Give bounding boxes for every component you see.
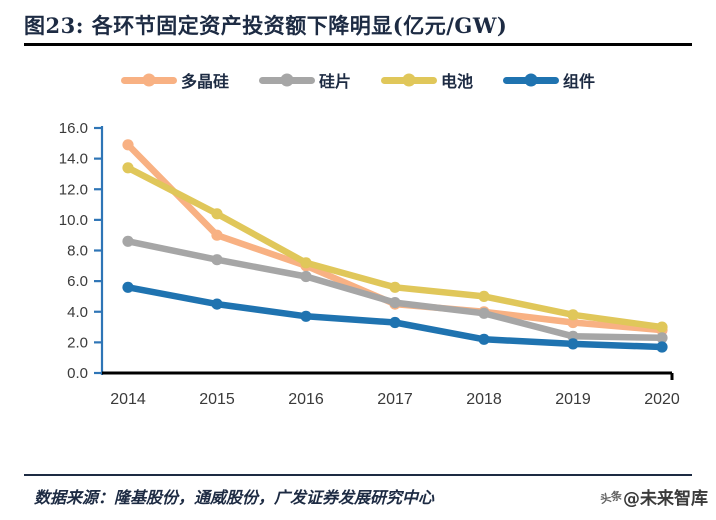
y-axis-tick-label: 8.0: [67, 243, 88, 260]
data-point-marker: [300, 257, 312, 269]
legend-swatch-polysilicon: [120, 73, 177, 87]
data-point-marker: [656, 341, 668, 353]
footer-divider: [24, 474, 692, 476]
legend-label-cell: 电池: [441, 72, 474, 91]
source-note: 数据来源：隆基股份，通威股份，广发证券发展研究中心: [34, 488, 435, 507]
legend-swatch-module: [503, 73, 560, 87]
y-axis-tick-label: 0.0: [67, 365, 88, 382]
legend-label-module: 组件: [563, 72, 596, 91]
data-point-marker: [122, 139, 134, 151]
data-point-marker: [567, 309, 579, 321]
data-point-marker: [656, 321, 668, 333]
data-point-marker: [211, 208, 223, 220]
chart-plot-area: 0.0 2.0 4.0 6.0 8.0 10.0 12.0 14.0 16.0 2014 2015…: [0, 100, 716, 420]
series-layer: [122, 139, 668, 353]
data-point-marker: [300, 310, 312, 322]
y-axis-tick-label: 10.0: [59, 212, 88, 229]
legend-item-module: 组件: [503, 68, 595, 92]
watermark: 头条 @未来智库: [598, 484, 708, 509]
title-divider: [24, 43, 692, 46]
data-point-marker: [389, 297, 401, 309]
line-chart: 0.0 2.0 4.0 6.0 8.0 10.0 12.0 14.0 16.0 2014 2015…: [59, 120, 680, 408]
data-point-marker: [122, 162, 134, 174]
data-point-marker: [656, 332, 668, 344]
legend-label-wafer: 硅片: [318, 72, 351, 91]
data-point-marker: [389, 316, 401, 329]
watermark-text: @未来智库: [623, 489, 708, 509]
page-title: 图23: 各环节固定资产投资额下降明显(亿元/GW): [24, 13, 508, 38]
legend-swatch-wafer: [258, 73, 315, 87]
data-point-marker: [567, 316, 579, 329]
watermark-mark: 头条: [598, 488, 624, 506]
x-axis: 2014 2015 2016 2017 2018 2019 2020: [102, 371, 680, 408]
x-axis-tick-label: 2016: [288, 391, 324, 408]
data-point-marker: [567, 338, 579, 350]
data-point-marker: [300, 270, 312, 283]
legend-item-polysilicon: 多晶硅: [120, 68, 229, 92]
series-硅片: [122, 235, 668, 344]
data-point-marker: [211, 229, 223, 241]
data-point-marker: [478, 333, 490, 345]
data-point-marker: [389, 281, 401, 293]
y-axis-tick-label: 14.0: [59, 151, 88, 168]
data-point-marker: [122, 281, 134, 293]
data-point-marker: [122, 235, 134, 247]
y-axis-tick-label: 2.0: [67, 334, 88, 351]
data-point-marker: [478, 290, 490, 302]
y-axis-tick-label: 12.0: [59, 181, 88, 198]
legend-label-polysilicon: 多晶硅: [180, 72, 229, 91]
x-axis-tick-label: 2020: [644, 391, 680, 408]
x-axis-tick-label: 2018: [466, 391, 502, 408]
chart-legend: 多晶硅 硅片 电池 组件: [0, 62, 716, 98]
legend-swatch-cell: [381, 73, 437, 87]
x-axis-tick-label: 2017: [377, 391, 413, 408]
y-axis-tick-label: 4.0: [67, 304, 88, 321]
legend-item-wafer: 硅片: [258, 68, 351, 92]
y-axis-tick-label: 16.0: [59, 120, 88, 137]
y-axis: 0.0 2.0 4.0 6.0 8.0 10.0 12.0 14.0 16.0: [59, 120, 104, 382]
figure-title-row: 图23: 各环节固定资产投资额下降明显(亿元/GW): [24, 8, 692, 42]
data-point-marker: [211, 254, 223, 266]
series-电池: [122, 162, 668, 333]
series-组件: [122, 281, 668, 353]
y-axis-tick-label: 6.0: [67, 273, 88, 290]
x-axis-tick-label: 2015: [199, 391, 235, 408]
data-point-marker: [478, 307, 490, 319]
x-axis-tick-label: 2019: [555, 391, 591, 408]
data-point-marker: [211, 298, 223, 310]
legend-item-cell: 电池: [381, 68, 473, 92]
x-axis-tick-label: 2014: [110, 391, 146, 408]
